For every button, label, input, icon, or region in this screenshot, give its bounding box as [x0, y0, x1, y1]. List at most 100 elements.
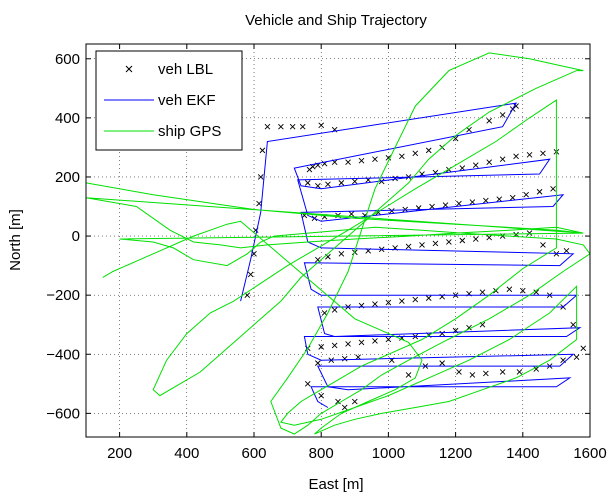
legend-label: veh EKF	[158, 92, 216, 109]
lbl-point	[419, 242, 425, 248]
lbl-point	[573, 354, 580, 361]
lbl-point	[425, 295, 432, 301]
lbl-point	[331, 342, 338, 349]
lbl-point	[479, 289, 486, 296]
lbl-point	[526, 151, 533, 158]
lbl-point	[388, 208, 395, 214]
y-tick-label: −400	[46, 346, 80, 363]
lbl-point	[570, 321, 577, 328]
lbl-point	[372, 338, 378, 344]
lbl-point	[385, 299, 392, 306]
lbl-point	[469, 199, 476, 205]
lbl-point	[425, 147, 432, 154]
lbl-point	[472, 236, 479, 242]
y-tick-label: 200	[55, 169, 80, 186]
y-tick-label: 400	[55, 110, 80, 127]
lbl-point	[446, 239, 452, 245]
x-tick-label: 1600	[573, 445, 606, 462]
lbl-point	[432, 240, 439, 247]
lbl-point	[506, 286, 513, 293]
series-line-veh-ekf	[240, 102, 582, 408]
lbl-point	[439, 330, 445, 337]
x-tick-label: 1000	[372, 445, 405, 462]
y-tick-label: 0	[72, 228, 80, 245]
lbl-point	[392, 175, 398, 182]
lbl-point	[257, 174, 264, 180]
lbl-point	[338, 180, 345, 186]
lbl-point	[563, 248, 570, 254]
lbl-point	[338, 250, 345, 257]
lbl-point	[509, 194, 516, 201]
x-tick-label: 400	[174, 445, 199, 462]
lbl-point	[469, 372, 476, 378]
lbl-point	[513, 153, 519, 160]
x-tick-label: 1400	[506, 445, 539, 462]
lbl-point	[439, 360, 445, 366]
lbl-point	[341, 404, 348, 411]
lbl-point	[289, 123, 296, 130]
lbl-point	[580, 345, 587, 352]
lbl-point	[459, 237, 466, 244]
lbl-point	[318, 392, 325, 399]
lbl-point	[533, 366, 540, 372]
axes-frame	[85, 43, 591, 438]
lbl-point	[412, 296, 419, 303]
lbl-point	[496, 196, 503, 202]
lbl-point	[385, 336, 392, 343]
lbl-point	[372, 156, 378, 163]
lbl-point	[486, 159, 493, 166]
lbl-point	[486, 118, 493, 124]
lbl-point	[456, 200, 462, 207]
lbl-point	[264, 123, 271, 130]
lbl-point	[351, 178, 358, 185]
lbl-point	[358, 339, 365, 346]
lbl-point	[483, 370, 489, 377]
lbl-point	[358, 157, 365, 164]
x-tick-label: 200	[107, 445, 132, 462]
lbl-point	[304, 380, 311, 387]
lbl-point	[405, 243, 412, 250]
lbl-point	[348, 211, 355, 217]
lbl-point	[483, 197, 489, 204]
lbl-point	[345, 159, 351, 166]
lbl-point	[499, 112, 506, 118]
lbl-point	[513, 103, 519, 109]
lbl-point	[325, 181, 331, 188]
lbl-point	[318, 122, 325, 129]
lbl-point	[331, 307, 338, 313]
x-axis-label: East [m]	[308, 476, 363, 493]
chart-title: Vehicle and Ship Trajectory	[245, 12, 427, 29]
lbl-point	[405, 372, 412, 378]
lbl-point	[429, 203, 435, 210]
lbl-point	[550, 185, 556, 192]
legend-label: ship GPS	[158, 123, 221, 140]
lbl-point	[519, 287, 526, 294]
lbl-point	[299, 123, 306, 130]
lbl-point	[456, 369, 462, 375]
lbl-point	[372, 301, 378, 307]
x-tick-label: 600	[241, 445, 266, 462]
x-tick-label: 1200	[439, 445, 472, 462]
lbl-point	[247, 271, 254, 278]
lbl-point	[499, 369, 506, 375]
lbl-point	[523, 191, 529, 198]
lbl-point	[304, 180, 311, 186]
lbl-point	[318, 344, 325, 350]
lbl-point	[536, 188, 543, 195]
lbl-point	[472, 162, 479, 168]
lbl-point	[345, 341, 351, 347]
lbl-point	[321, 310, 328, 316]
legend-swatch-marker	[125, 65, 133, 73]
lbl-point	[486, 234, 493, 241]
lbl-point	[341, 355, 348, 362]
lbl-point	[516, 369, 523, 375]
lbl-point	[412, 150, 419, 157]
lbl-point	[459, 165, 466, 171]
lbl-point	[315, 360, 321, 366]
legend-label: veh LBL	[158, 61, 213, 78]
lbl-point	[399, 153, 405, 160]
lbl-point	[315, 183, 321, 189]
lbl-point	[399, 298, 405, 304]
lbl-point	[526, 230, 533, 236]
